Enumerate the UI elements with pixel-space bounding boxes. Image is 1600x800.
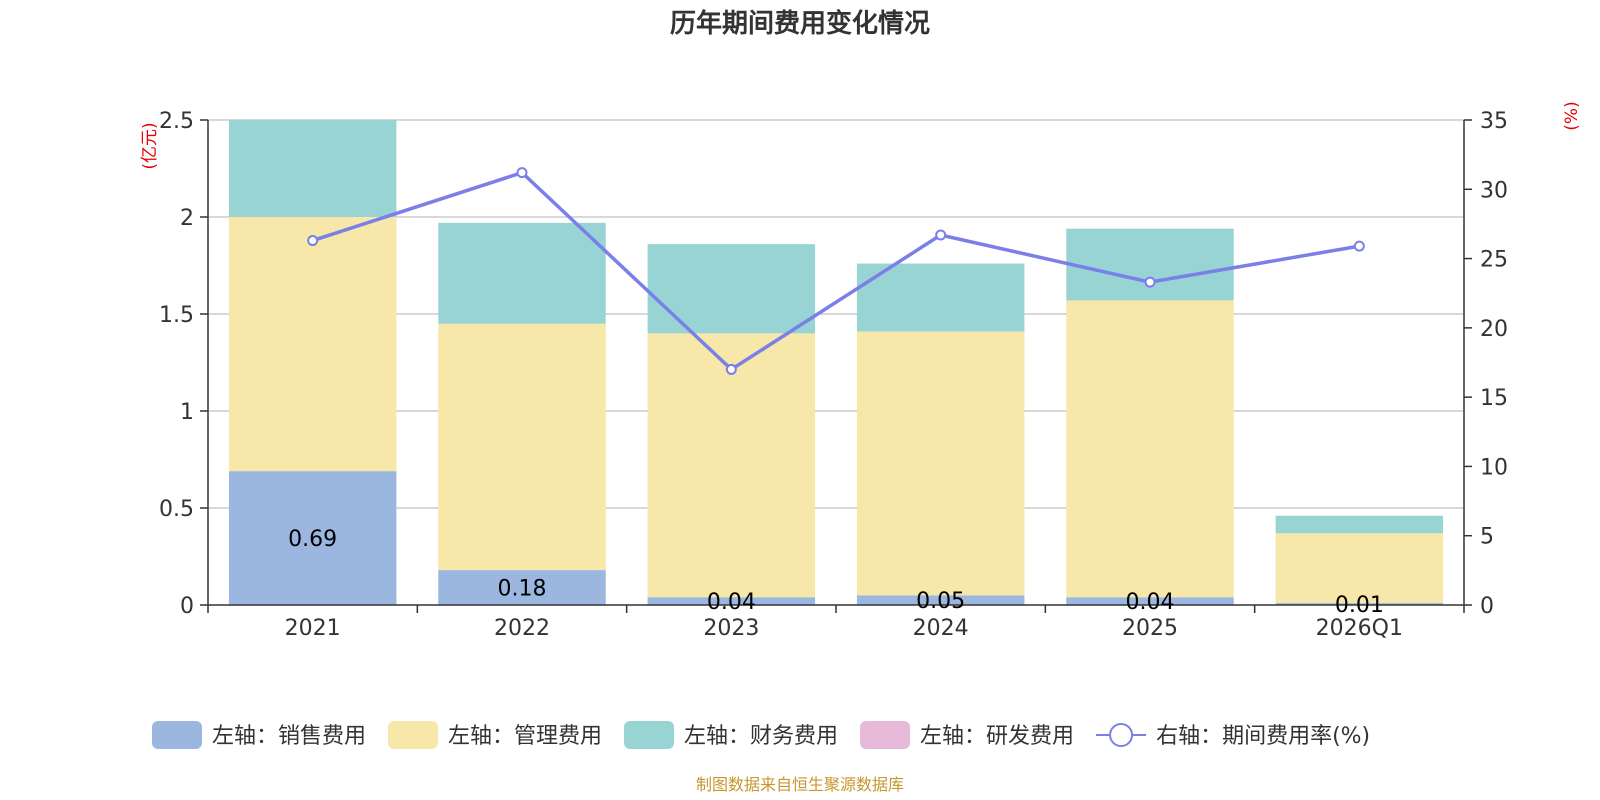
right-axis-tick-label: 5	[1480, 525, 1494, 550]
legend-label: 右轴：期间费用率(%)	[1156, 724, 1370, 749]
x-axis-tick-label: 2021	[285, 616, 341, 641]
legend-swatch	[152, 721, 202, 749]
bar-segment	[1066, 228, 1234, 301]
bar-value-label: 0.01	[1335, 593, 1384, 618]
bar-segment	[1275, 515, 1444, 534]
bar-segment	[438, 222, 606, 324]
expense-rate-polyline	[312, 170, 1360, 372]
bar-segment	[1275, 603, 1444, 605]
bar-segment	[1275, 533, 1444, 604]
legend-label: 左轴：研发费用	[920, 724, 1074, 749]
left-axis-tick-label: 2.5	[159, 109, 194, 134]
left-axis-tick-label: 1	[180, 400, 194, 425]
bar-value-label: 0.04	[1126, 590, 1175, 615]
expense-rate-point	[935, 229, 947, 241]
bar-value-label: 0.05	[916, 589, 965, 614]
bar-segment	[228, 217, 397, 472]
bar-segment	[647, 597, 816, 605]
bar-segment	[438, 323, 606, 571]
left-axis-tick-label: 1.5	[159, 303, 194, 328]
legend-swatch	[860, 721, 911, 749]
left-axis-tick-label: 2	[180, 206, 194, 231]
bar-segment	[228, 471, 397, 605]
legend: 左轴：销售费用 左轴：管理费用 左轴：财务费用 左轴：研发费用 右轴：期间费用率(%)	[152, 721, 1370, 749]
expense-rate-point	[307, 235, 319, 247]
bar-segment	[856, 263, 1025, 332]
legend-line-marker	[1109, 723, 1134, 747]
expense-rate-point	[1353, 240, 1365, 252]
right-axis-tick-label: 20	[1480, 317, 1508, 342]
legend-swatch	[388, 721, 439, 749]
right-axis-tick-label: 0	[1480, 594, 1494, 619]
data-source-note: 制图数据来自恒生聚源数据库	[696, 775, 904, 794]
legend-label: 左轴：管理费用	[448, 724, 602, 749]
right-axis-tick-label: 35	[1480, 109, 1508, 134]
bar-segment	[1066, 300, 1234, 598]
expense-rate-point	[725, 363, 737, 375]
bar-data-labels: 0.69 0.18 0.04 0.05 0.04 0.01	[288, 527, 1384, 618]
right-axis-tick-label: 10	[1480, 455, 1508, 480]
x-axis-tick-label: 2023	[703, 616, 759, 641]
legend-label: 左轴：财务费用	[684, 724, 838, 749]
expense-rate-point	[516, 167, 528, 179]
bar-segment	[647, 244, 816, 334]
bar-value-label: 0.69	[288, 527, 337, 552]
bar-segment	[228, 120, 397, 217]
right-axis-tick-label: 15	[1480, 386, 1508, 411]
bar-segment	[856, 595, 1025, 605]
bar-value-label: 0.04	[707, 590, 756, 615]
bar-segment	[856, 331, 1025, 596]
x-axis-tick-label: 2025	[1122, 616, 1178, 641]
left-axis-tick-label: 0	[180, 594, 194, 619]
bar-segment	[1066, 597, 1234, 605]
x-axis-tick-label: 2024	[913, 616, 969, 641]
legend-swatch	[624, 721, 675, 749]
bar-segment	[647, 333, 816, 598]
right-axis-unit: (%)	[1562, 101, 1582, 130]
chart-title: 历年期间费用变化情况	[670, 8, 930, 39]
legend-label: 左轴：销售费用	[212, 724, 366, 749]
right-axis-tick-label: 30	[1480, 178, 1508, 203]
x-axis-tick-label: 2022	[494, 616, 550, 641]
left-axis-tick-label: 0.5	[159, 497, 194, 522]
bar-value-label: 0.18	[498, 577, 547, 602]
x-axis-tick-label: 2026Q1	[1316, 616, 1403, 641]
right-axis-tick-label: 25	[1480, 248, 1508, 273]
bar-series	[228, 120, 1444, 605]
expense-rate-point	[1144, 276, 1156, 288]
left-axis-unit: (亿元)	[140, 122, 160, 169]
bar-segment	[438, 570, 606, 605]
gridlines	[208, 119, 1464, 509]
expense-rate-line	[307, 167, 1365, 375]
